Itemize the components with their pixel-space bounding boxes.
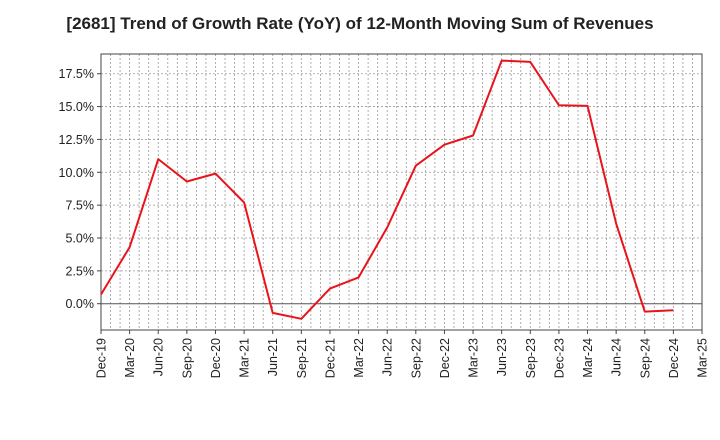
y-tick-label: 12.5% xyxy=(59,133,94,147)
y-tick-label: 10.0% xyxy=(59,166,94,180)
x-tick-label: Sep-21 xyxy=(295,338,309,378)
x-tick-label: Mar-25 xyxy=(696,338,710,378)
x-tick-label: Dec-24 xyxy=(667,338,681,378)
x-tick-label: Sep-22 xyxy=(409,338,423,378)
y-tick-label: 2.5% xyxy=(66,264,95,278)
x-tick-label: Sep-24 xyxy=(638,338,652,378)
x-tick-label: Dec-21 xyxy=(323,338,337,378)
x-tick-label: Mar-23 xyxy=(467,338,481,378)
x-tick-label: Jun-22 xyxy=(381,338,395,376)
x-tick-label: Dec-20 xyxy=(209,338,223,378)
x-tick-label: Dec-22 xyxy=(438,338,452,378)
plot-background xyxy=(101,54,702,330)
x-tick-label: Jun-23 xyxy=(495,338,509,376)
x-tick-label: Mar-24 xyxy=(581,338,595,378)
x-tick-label: Mar-20 xyxy=(123,338,137,378)
y-tick-label: 17.5% xyxy=(59,67,94,81)
x-tick-label: Sep-23 xyxy=(524,338,538,378)
x-tick-label: Dec-19 xyxy=(95,338,109,378)
x-tick-label: Dec-23 xyxy=(552,338,566,378)
plot-frame xyxy=(100,53,703,331)
y-tick-label: 5.0% xyxy=(66,232,95,246)
x-tick-label: Jun-21 xyxy=(266,338,280,376)
x-tick-label: Mar-21 xyxy=(238,338,252,378)
chart-title: [2681] Trend of Growth Rate (YoY) of 12-… xyxy=(66,14,654,33)
x-tick-label: Mar-22 xyxy=(352,338,366,378)
y-tick-label: 7.5% xyxy=(66,199,95,213)
y-tick-label: 0.0% xyxy=(66,297,95,311)
y-tick-label: 15.0% xyxy=(59,100,94,114)
x-tick-label: Jun-20 xyxy=(152,338,166,376)
x-tick-label: Sep-20 xyxy=(180,338,194,378)
x-tick-label: Jun-24 xyxy=(610,338,624,376)
